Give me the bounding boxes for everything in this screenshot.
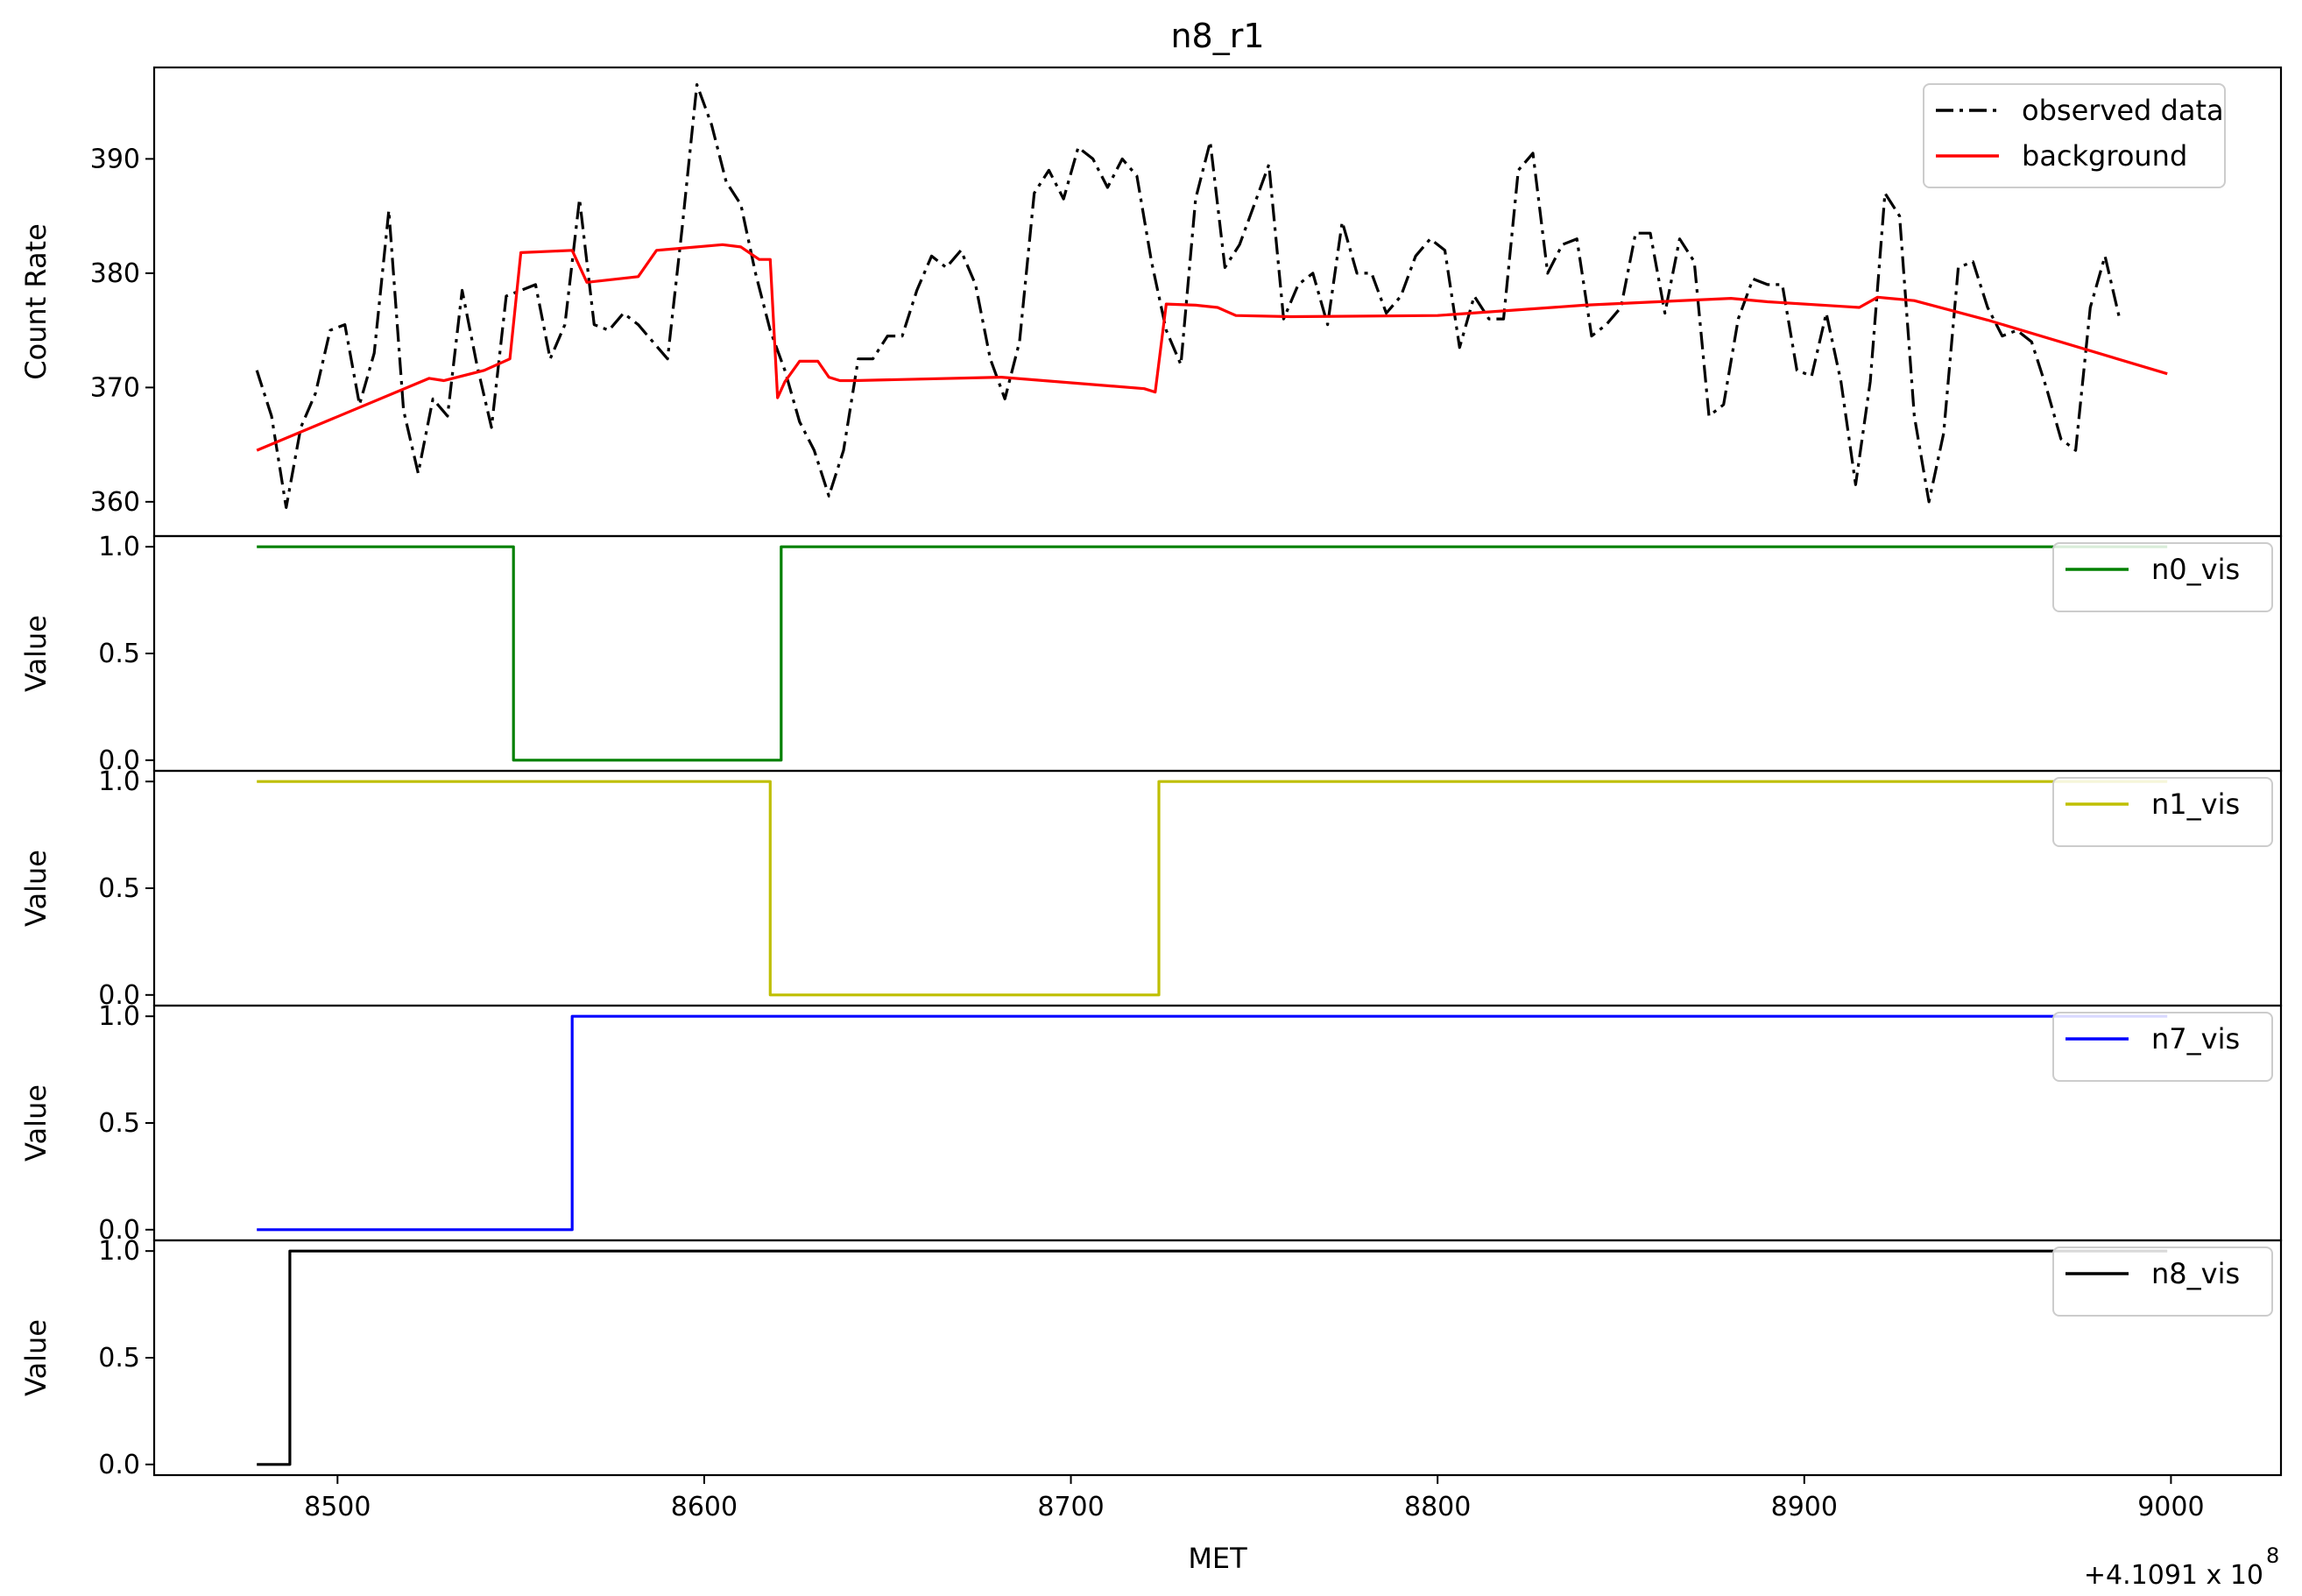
x-offset-label: +4.1091 x 10 — [2084, 1560, 2263, 1591]
series-group — [257, 545, 2168, 762]
legend-entry: n8_vis — [2151, 1257, 2240, 1290]
y-axis-label: Value — [19, 1319, 53, 1396]
y-tick-label: 370 — [90, 372, 140, 403]
chart-title: n8_r1 — [1170, 17, 1264, 55]
series-line-observed-data — [255, 82, 2122, 510]
legend: n1_vis — [2052, 777, 2273, 847]
y-tick-label: 0.0 — [98, 745, 140, 776]
x-axis: 8500 8600 8700 8800 8900 9000 — [304, 1475, 2205, 1522]
legend-entry: n1_vis — [2151, 787, 2240, 821]
panel-frame — [152, 1004, 2283, 1242]
x-tick-label: 8600 — [671, 1492, 738, 1522]
y-axis-label: Value — [19, 1084, 53, 1162]
legend: n7_vis — [2052, 1012, 2273, 1082]
y-tick-label: 0.0 — [98, 980, 140, 1011]
panel-frame — [152, 534, 2283, 773]
series-group — [257, 1014, 2168, 1232]
y-tick-label: 1.0 — [98, 1001, 140, 1032]
y-tick-label: 0.5 — [98, 1343, 140, 1374]
legend-entry: n0_vis — [2151, 553, 2240, 586]
x-offset-exponent: 8 — [2266, 1543, 2279, 1568]
legend-entry: observed data — [2022, 94, 2224, 127]
y-tick-label: 0.5 — [98, 639, 140, 669]
x-tick-label: 8500 — [304, 1492, 371, 1522]
y-tick-label: 1.0 — [98, 1236, 140, 1267]
legend: n8_vis — [2052, 1246, 2273, 1317]
series-group — [257, 780, 2168, 997]
y-axis-label: Value — [19, 615, 53, 692]
y-axis-label: Value — [19, 850, 53, 927]
y-tick-label: 360 — [90, 487, 140, 518]
series-line-n1_vis — [257, 780, 2168, 997]
panels: 360 370 380 390 Count Rate observed data backg… — [19, 66, 2283, 1480]
y-tick-label: 1.0 — [98, 766, 140, 797]
legend: observed data background — [1923, 83, 2226, 188]
x-axis-label: MET — [1188, 1542, 1247, 1575]
x-tick-label: 8700 — [1037, 1492, 1104, 1522]
y-tick-label: 0.5 — [98, 1108, 140, 1139]
series-group — [255, 82, 2168, 510]
panel-1: 0.0 0.5 1.0 Value n0_vis — [19, 532, 2283, 776]
panel-frame — [152, 769, 2283, 1007]
x-tick-label: 8800 — [1404, 1492, 1471, 1522]
series-line-n0_vis — [257, 545, 2168, 762]
y-tick-label: 380 — [90, 258, 140, 289]
panel-2: 0.0 0.5 1.0 Value n1_vis — [19, 766, 2283, 1011]
legend-entry: background — [2022, 139, 2187, 173]
panel-0: 360 370 380 390 Count Rate observed data backg… — [19, 66, 2283, 538]
legend: n0_vis — [2052, 542, 2273, 612]
y-tick-label: 0.5 — [98, 873, 140, 904]
y-tick-label: 1.0 — [98, 532, 140, 562]
y-tick-label: 0.0 — [98, 1450, 140, 1480]
panel-4: 0.0 0.5 1.0 Value n8_vis — [19, 1236, 2283, 1480]
y-axis-label: Count Rate — [19, 223, 53, 380]
series-line-n8_vis — [257, 1249, 2168, 1466]
x-tick-label: 8900 — [1771, 1492, 1838, 1522]
legend-entry: n7_vis — [2151, 1022, 2240, 1056]
series-line-n7_vis — [257, 1014, 2168, 1232]
panel-frame — [152, 1239, 2283, 1477]
series-line-background — [256, 243, 2168, 452]
x-tick-label: 9000 — [2137, 1492, 2204, 1522]
panel-3: 0.0 0.5 1.0 Value n7_vis — [19, 1001, 2283, 1246]
y-tick-label: 0.0 — [98, 1215, 140, 1246]
y-tick-label: 390 — [90, 144, 140, 174]
series-group — [257, 1249, 2168, 1466]
